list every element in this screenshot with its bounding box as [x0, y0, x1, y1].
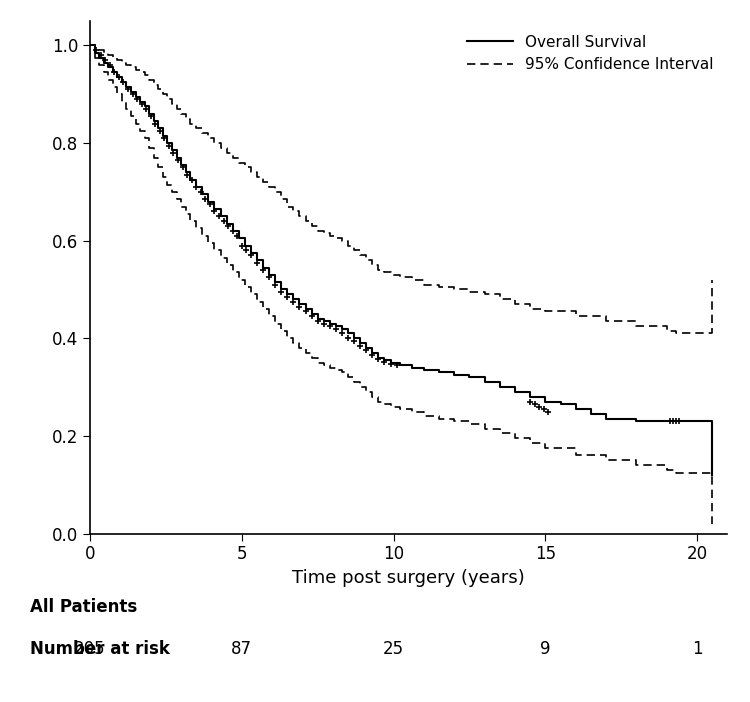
- Text: 25: 25: [383, 640, 404, 658]
- Text: Number at risk: Number at risk: [30, 640, 170, 658]
- Text: 205: 205: [74, 640, 106, 658]
- Legend: Overall Survival, 95% Confidence Interval: Overall Survival, 95% Confidence Interva…: [461, 29, 720, 79]
- Text: 1: 1: [692, 640, 703, 658]
- Text: 9: 9: [540, 640, 550, 658]
- X-axis label: Time post surgery (years): Time post surgery (years): [292, 569, 525, 587]
- Text: 87: 87: [231, 640, 252, 658]
- Text: All Patients: All Patients: [30, 598, 137, 616]
